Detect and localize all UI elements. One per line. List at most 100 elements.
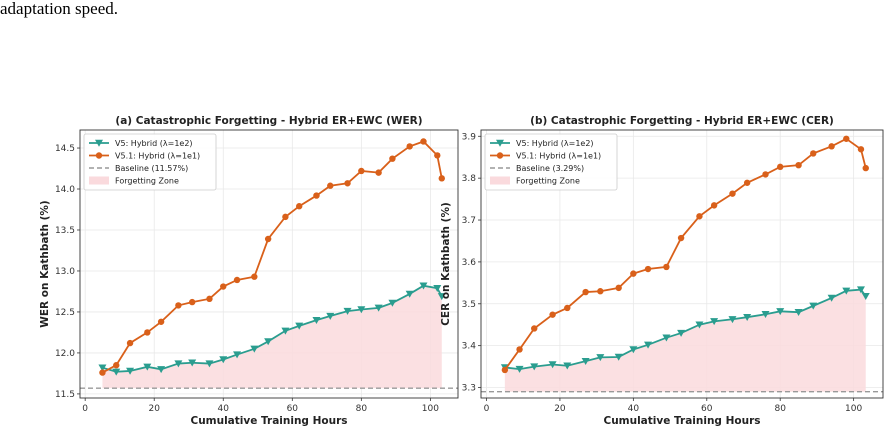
legend-marker [496,139,504,147]
data-point [175,302,182,309]
x-tick-label: 40 [218,404,230,414]
data-point [419,282,428,290]
y-tick-label: 11.5 [55,390,75,400]
x-tick-label: 80 [774,404,786,414]
y-tick-label: 12.0 [55,349,75,359]
x-tick-label: 80 [356,404,368,414]
forgetting-zone-fill [102,285,442,389]
data-point [389,155,396,162]
y-tick-label: 3.3 [462,384,476,394]
data-point [663,263,670,271]
plot-area-frame [79,129,459,399]
data-point [438,175,445,182]
data-point [743,179,751,186]
x-tick-label: 0 [484,404,490,414]
series-line-1 [504,288,867,371]
data-point [710,318,719,326]
data-point [548,361,557,369]
legend-marker [95,139,103,147]
data-point [762,171,769,178]
data-point [250,345,259,353]
data-point [856,286,865,294]
y-axis-label: WER on Kathbath (%) [39,200,51,327]
chart-panel-cer: (b) Catastrophic Forgetting - Hybrid ER+… [440,115,884,427]
data-point [530,363,539,371]
data-point [157,366,166,374]
y-tick-label: 14.0 [55,185,75,195]
data-point [549,311,556,318]
x-tick-label: 100 [845,404,862,414]
data-point [375,169,382,176]
data-point [281,327,290,335]
data-point [420,138,427,145]
data-point [233,276,241,284]
data-point [828,143,835,150]
legend: V5: Hybrid (λ=1e2) V5.1: Hybrid (λ=1e1) Ba… [484,133,618,191]
data-point [405,290,414,298]
data-point [531,325,538,332]
data-point [251,273,258,280]
x-tick-label: 60 [701,404,713,414]
data-point [358,167,365,175]
data-point [264,235,272,243]
data-point [794,308,803,316]
legend-label: V5.1: Hybrid (λ=1e1) [516,152,601,161]
data-point [662,334,671,342]
data-point [434,152,441,159]
y-tick-label: 12.5 [55,308,75,318]
legend: V5: Hybrid (λ=1e2) V5.1: Hybrid (λ=1e1) Ba… [83,133,217,191]
data-point [597,288,604,295]
y-tick-label: 3.8 [462,174,477,184]
y-tick-label: 3.9 [462,132,477,142]
data-point [710,202,718,209]
plot-area-frame [480,129,884,399]
data-point [343,307,352,315]
data-point [220,283,227,290]
data-point [743,313,752,321]
data-point [728,316,737,324]
data-point [596,354,605,362]
data-point [174,360,183,368]
legend-label: V5: Hybrid (λ=1e2) [115,139,193,148]
data-point [842,287,851,295]
forgetting-zone-fill [504,289,866,392]
y-tick-label: 13.0 [55,267,75,277]
data-point [516,346,523,353]
data-point [843,135,850,142]
data-point [188,298,196,306]
data-point [644,265,652,273]
y-tick-label: 3.4 [462,342,477,352]
x-tick-label: 40 [628,404,640,414]
data-point [857,146,865,153]
data-point [776,308,785,316]
data-point [188,359,197,367]
data-point [264,338,273,346]
legend-fill-swatch [89,176,109,185]
data-point [615,284,622,292]
y-axis-label: CER on Kathbath (%) [440,202,452,326]
data-point [696,213,703,220]
data-point [126,367,135,375]
data-point [644,341,653,349]
data-point [219,356,228,364]
data-point [515,365,524,373]
data-point [862,164,869,172]
data-point [810,150,817,157]
data-point [677,329,686,337]
data-point [205,360,214,368]
data-point [695,321,704,329]
data-point [729,190,736,197]
data-point [677,234,685,242]
data-point [112,368,121,376]
chart-title: (b) Catastrophic Forgetting - Hybrid ER+… [530,115,834,127]
y-tick-label: 3.5 [462,300,476,310]
y-tick-label: 3.7 [462,216,476,226]
data-point [126,339,134,347]
data-point [581,357,590,365]
legend-box [484,133,618,191]
legend-fill-swatch [490,176,510,185]
data-point [629,346,638,354]
data-point [388,299,397,307]
data-point [564,304,571,312]
data-point [313,192,320,199]
